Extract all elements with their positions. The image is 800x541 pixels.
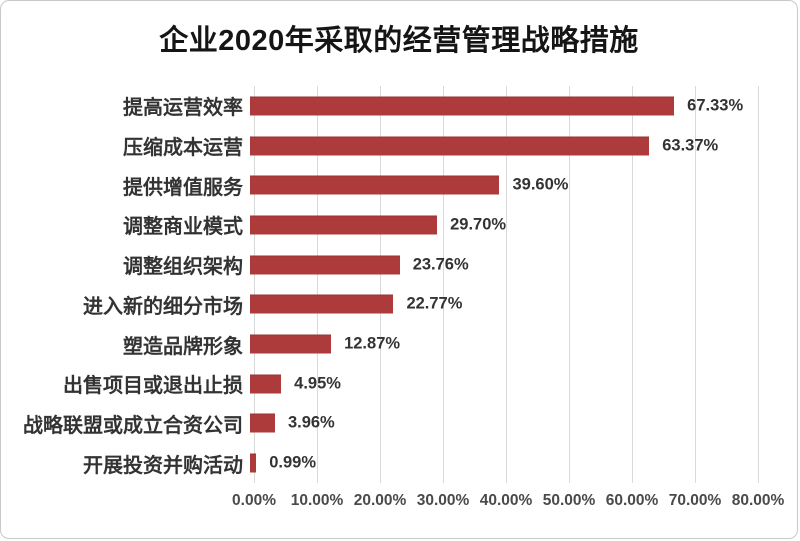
bar-track: 23.76% [250,245,754,285]
bar-row: 调整组织架构 23.76% [1,245,800,285]
gridline [632,86,633,483]
value-label: 67.33% [687,96,744,115]
value-label: 23.76% [412,255,469,274]
x-axis-tick-label: 0.00% [232,492,276,509]
bar [250,334,332,354]
category-label: 调整商业模式 [123,216,243,239]
x-axis-tick-label: 40.00% [479,492,533,509]
bar-track: 0.99% [250,443,754,483]
bar-row: 开展投资并购活动 0.99% [1,443,800,483]
gridline [380,86,381,483]
value-label: 39.60% [512,175,569,194]
plot-gridlines [254,86,759,483]
x-axis-tick-label: 20.00% [353,492,407,509]
x-axis-tick-label: 10.00% [290,492,344,509]
gridline [254,86,255,483]
bar-row: 调整商业模式 29.70% [1,205,800,245]
value-label: 29.70% [450,215,507,234]
value-label: 3.96% [287,413,335,432]
bar [250,294,394,314]
bar [250,136,650,156]
bar-rows-container: 提高运营效率 67.33% 压缩成本运营 63.37% 提供增值服务 39.60… [1,86,800,483]
x-axis: 0.00% 10.00% 20.00% 30.00% 40.00% 50.00% 60.00… [232,492,784,514]
gridline [317,86,318,483]
x-axis-tick-label: 60.00% [605,492,659,509]
bar-row: 出售项目或退出止损 4.95% [1,364,800,404]
chart-title: 企业2020年采取的经营管理战略措施 [159,25,639,57]
bar-track: 3.96% [250,404,754,444]
category-label: 调整组织架构 [123,256,243,279]
value-label: 63.37% [662,136,719,155]
bar-row: 提供增值服务 39.60% [1,165,800,205]
bar-track: 67.33% [250,86,754,126]
category-label: 进入新的细分市场 [83,295,243,318]
category-label: 压缩成本运营 [123,137,243,160]
bar-row: 提高运营效率 67.33% [1,86,800,126]
gridline [758,86,759,483]
gridline [569,86,570,483]
bar-row: 战略联盟或成立合资公司 3.96% [1,404,800,444]
bar [250,215,438,235]
bar [250,175,500,195]
category-label: 提高运营效率 [123,97,243,120]
bar-row: 压缩成本运营 63.37% [1,126,800,166]
bar-track: 39.60% [250,165,754,205]
category-label: 开展投资并购活动 [83,454,243,477]
value-label: 0.99% [269,453,317,472]
x-axis-tick-label: 50.00% [542,492,596,509]
bar-track: 4.95% [250,364,754,404]
value-label: 4.95% [294,374,341,393]
category-label: 塑造品牌形象 [123,335,243,358]
bar [250,453,257,473]
bar [250,96,675,116]
category-label: 战略联盟或成立合资公司 [23,414,243,437]
bar [250,255,400,275]
bar-row: 塑造品牌形象 12.87% [1,324,800,364]
bar-row: 进入新的细分市场 22.77% [1,285,800,325]
x-axis-tick-label: 30.00% [416,492,470,509]
category-label: 出售项目或退出止损 [63,375,243,398]
bar-track: 22.77% [250,285,754,325]
bar [250,413,275,433]
gridline [506,86,507,483]
value-label: 12.87% [344,334,401,353]
x-axis-tick-label: 80.00% [731,492,785,509]
category-label: 提供增值服务 [123,176,243,199]
value-label: 22.77% [406,294,463,313]
gridline [443,86,444,483]
bar-track: 63.37% [250,126,754,166]
gridline [695,86,696,483]
bar [250,374,282,394]
bar-track: 12.87% [250,324,754,364]
bar-track: 29.70% [250,205,754,245]
x-axis-tick-label: 70.00% [668,492,722,509]
